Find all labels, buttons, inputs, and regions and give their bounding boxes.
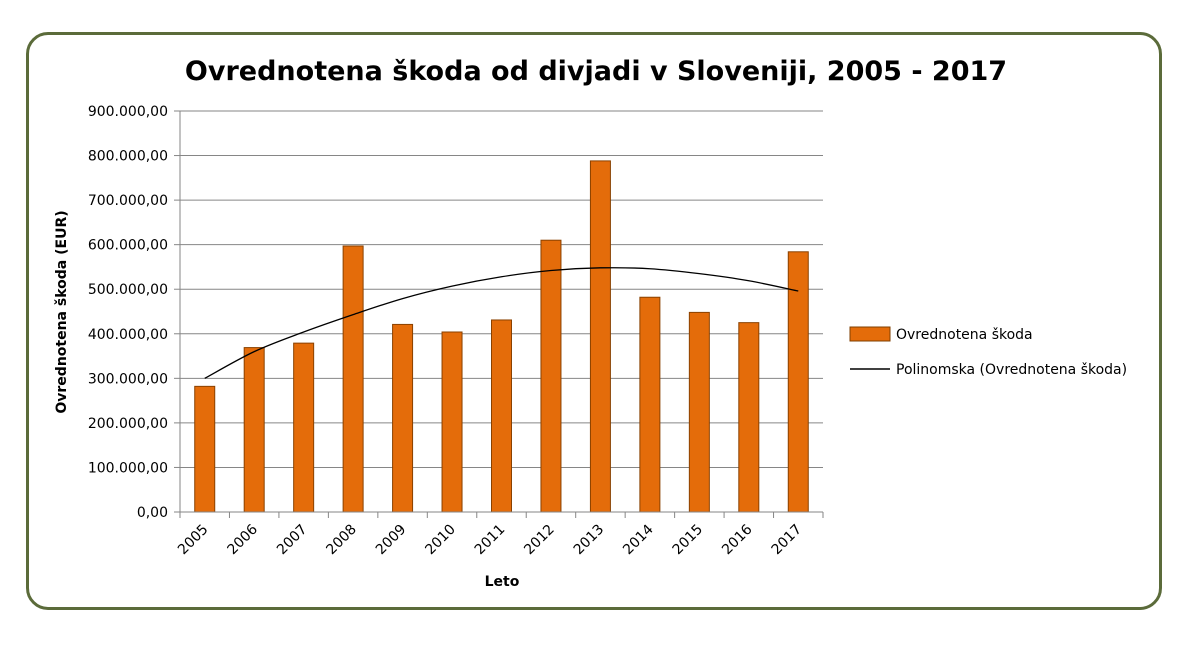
y-tick-label: 300.000,00 (88, 371, 168, 387)
x-axis-ticks: 2005 2006 2007 2008 2009 2010 2011 2012 2013 2014… (175, 512, 824, 559)
bar-2006 (243, 347, 265, 513)
bars (194, 160, 809, 513)
bar-2009 (392, 323, 414, 513)
y-tick-label: 700.000,00 (88, 193, 168, 209)
trendline-path (204, 267, 799, 379)
x-tick-label: 2017 (769, 522, 806, 559)
x-tick-label: 2014 (620, 521, 657, 558)
y-axis-title: Ovrednotena škoda (EUR) (54, 210, 70, 413)
bar-2013 (589, 160, 611, 513)
x-tick-label: 2010 (422, 522, 459, 559)
legend-bar-label: Ovrednotena škoda (896, 327, 1033, 343)
y-tick-label: 100.000,00 (88, 460, 168, 476)
bar-2012 (540, 239, 562, 513)
trendline (204, 267, 799, 379)
bar-2010 (441, 331, 463, 513)
y-tick-label: 400.000,00 (88, 327, 168, 343)
x-tick-label: 2007 (274, 522, 311, 559)
bar-2005 (194, 385, 216, 513)
bar-2015 (688, 311, 710, 513)
x-tick-label: 2008 (323, 522, 360, 559)
gridlines (180, 110, 823, 468)
y-tick-label: 0,00 (137, 505, 168, 521)
x-tick-label: 2005 (175, 522, 212, 559)
y-tick-label: 800.000,00 (88, 149, 168, 165)
bar-2014 (639, 296, 661, 513)
x-tick-label: 2011 (472, 522, 509, 559)
y-tick-label: 900.000,00 (88, 104, 168, 120)
x-tick-label: 2015 (670, 522, 707, 559)
x-tick-label: 2016 (719, 521, 756, 558)
axes (179, 111, 823, 513)
y-tick-label: 500.000,00 (88, 282, 168, 298)
x-axis-title: Leto (485, 574, 520, 590)
bar-2007 (293, 342, 315, 513)
legend-line-label: Polinomska (Ovrednotena škoda) (896, 362, 1127, 378)
x-tick-label: 2012 (521, 522, 558, 559)
x-tick-label: 2006 (225, 521, 262, 558)
x-tick-label: 2013 (571, 522, 608, 559)
x-tick-label: 2009 (373, 522, 410, 559)
legend-bar-swatch (849, 326, 891, 342)
y-axis-ticks: 0,00 100.000,00 200.000,00 300.000,00 400.00… (88, 104, 180, 521)
bar-2016 (738, 322, 760, 513)
y-tick-label: 200.000,00 (88, 416, 168, 432)
bar-2011 (491, 319, 512, 513)
y-tick-label: 600.000,00 (88, 238, 168, 254)
legend: Ovrednotena škoda Polinomska (Ovrednoten… (849, 326, 1127, 378)
bar-2008 (342, 245, 364, 513)
chart-title: Ovrednotena škoda od divjadi v Sloveniji… (185, 56, 1007, 87)
